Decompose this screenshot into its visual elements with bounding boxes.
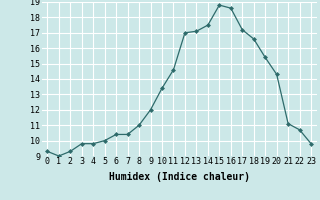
X-axis label: Humidex (Indice chaleur): Humidex (Indice chaleur) [109, 172, 250, 182]
